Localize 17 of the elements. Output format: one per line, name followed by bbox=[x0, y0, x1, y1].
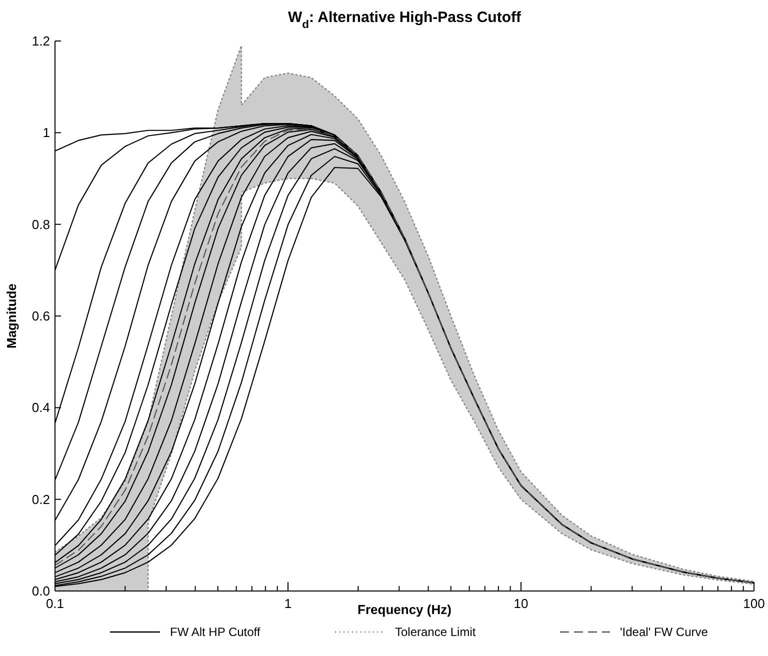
y-tick-label: 0.8 bbox=[32, 216, 50, 232]
y-tick-label: 1.2 bbox=[32, 34, 50, 48]
y-tick-label: 0.6 bbox=[32, 308, 50, 324]
chart-title: W$_{d}$: Alternative High-Pass Cutoff bbox=[288, 9, 522, 31]
x-tick-label: 10 bbox=[514, 596, 528, 611]
x-tick-label: 1 bbox=[284, 596, 292, 611]
x-axis-title: Frequency (Hz) bbox=[358, 602, 452, 617]
y-tick-label: 1 bbox=[42, 125, 50, 140]
x-tick-label: 0.1 bbox=[46, 596, 64, 611]
y-tick-label: 0.2 bbox=[32, 492, 50, 507]
x-tick-label: 100 bbox=[743, 596, 765, 611]
y-tick-label: 0.0 bbox=[32, 584, 50, 598]
legend-label: Tolerance Limit bbox=[395, 625, 476, 639]
y-tick-label: 0.4 bbox=[32, 400, 50, 416]
legend-label: 'Ideal' FW Curve bbox=[620, 625, 708, 639]
legend-label: FW Alt HP Cutoff bbox=[170, 625, 261, 639]
y-axis-title: Magnitude bbox=[4, 284, 19, 348]
